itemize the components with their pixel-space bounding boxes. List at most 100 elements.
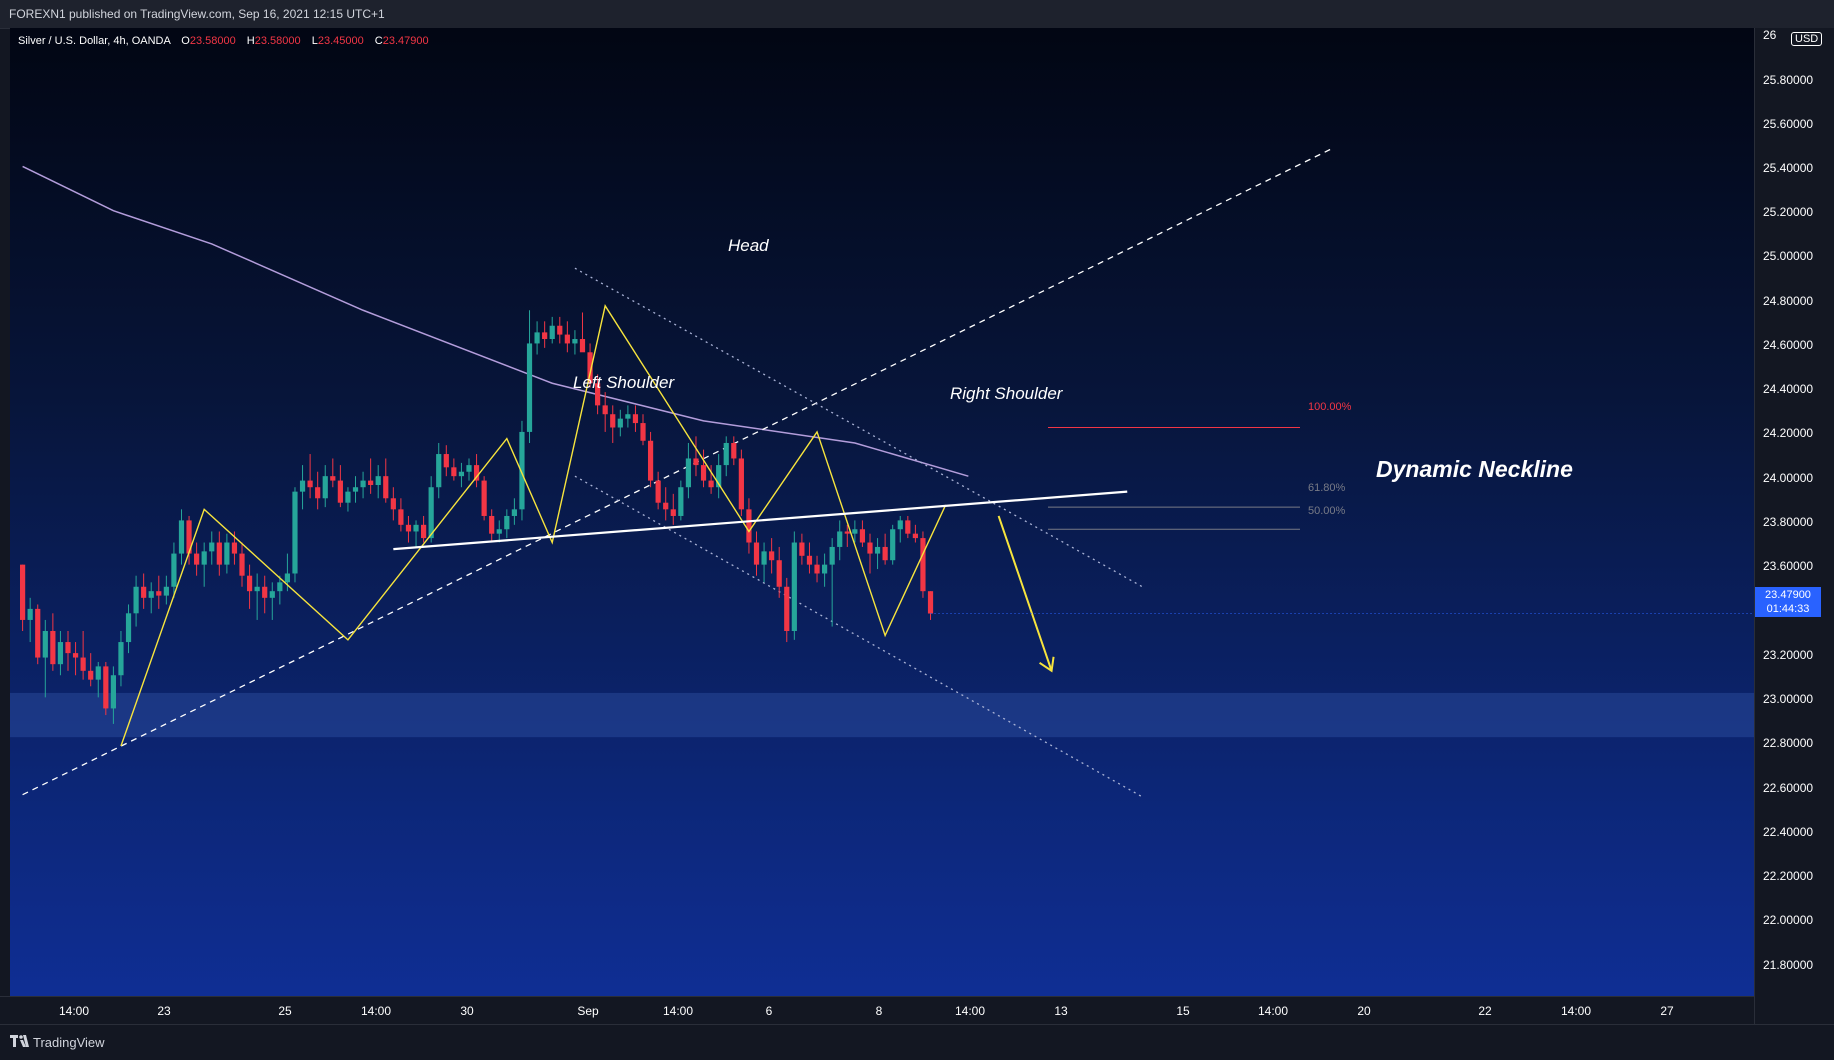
candle-body xyxy=(882,546,888,561)
open-label: O xyxy=(181,35,190,47)
tradingview-logo-icon xyxy=(10,1035,29,1047)
time-axis[interactable]: 14:00 23 25 14:00 30 Sep 14:00 6 8 14:00… xyxy=(0,996,1754,1025)
candle-body xyxy=(912,533,918,539)
candle-body xyxy=(428,487,434,539)
candle-body xyxy=(776,560,782,587)
candle-body xyxy=(27,608,33,620)
candle-body xyxy=(708,480,714,488)
candle-body xyxy=(678,487,684,516)
neckline-annotation: Dynamic Neckline xyxy=(1376,456,1573,482)
candle-body xyxy=(125,613,132,643)
candle-body xyxy=(557,325,563,335)
price-tick: 22.20000 xyxy=(1763,869,1814,883)
candle-body xyxy=(837,531,843,547)
candle-body xyxy=(579,339,586,353)
time-tick: 8 xyxy=(875,1004,883,1018)
candle-body xyxy=(299,480,306,492)
candle-body xyxy=(769,551,775,561)
candle-body xyxy=(231,542,238,554)
fib-level-50: 50.00% xyxy=(1308,505,1346,517)
candle-body xyxy=(315,487,321,499)
candle-body xyxy=(375,476,381,486)
candle-body xyxy=(791,542,797,631)
candle-body xyxy=(322,476,328,499)
time-tick: Sep xyxy=(577,1004,599,1018)
candle-body xyxy=(103,666,109,709)
candle-body xyxy=(262,586,268,598)
time-tick: 14:00 xyxy=(662,1004,694,1018)
candle-body xyxy=(57,642,64,665)
time-tick: 14:00 xyxy=(360,1004,392,1018)
projection-arrow-line xyxy=(997,515,1053,672)
candle-body xyxy=(700,465,707,481)
zigzag-pattern-line xyxy=(120,304,947,747)
candle-body xyxy=(572,339,578,344)
support-zone xyxy=(10,692,1754,738)
price-tick: 24.80000 xyxy=(1763,294,1814,308)
candle-body xyxy=(617,418,623,428)
price-tick: 23.00000 xyxy=(1763,692,1814,706)
candle-body xyxy=(784,586,790,631)
price-tick: 24.20000 xyxy=(1763,426,1814,440)
candle-body xyxy=(625,414,631,419)
candle-body xyxy=(610,414,616,428)
candle-body xyxy=(920,538,926,592)
price-tick: 24.40000 xyxy=(1763,382,1814,396)
candle-body xyxy=(564,334,570,344)
candle-body xyxy=(526,343,533,432)
candle-body xyxy=(171,553,177,587)
publisher-bar: FOREXN1 published on TradingView.com, Se… xyxy=(0,0,1834,29)
time-tick: 27 xyxy=(1660,1004,1674,1018)
head-annotation: Head xyxy=(728,236,769,255)
candle-body xyxy=(420,524,427,539)
footer-bar: TradingView xyxy=(0,1024,1834,1060)
candle-body xyxy=(254,586,260,592)
candle-body xyxy=(753,542,760,565)
candle-body xyxy=(398,509,404,525)
currency-button[interactable]: USD xyxy=(1791,32,1823,46)
time-tick: 23 xyxy=(157,1004,171,1018)
candle-body xyxy=(640,423,646,441)
candle-body xyxy=(511,509,517,516)
candle-body xyxy=(209,542,215,552)
close-value: 23.47900 xyxy=(382,35,429,47)
low-label: L xyxy=(311,35,318,47)
candle-body xyxy=(35,608,41,658)
candle-body xyxy=(542,332,548,340)
candle-body xyxy=(443,454,449,468)
ascending-trendline xyxy=(22,148,1332,796)
candle-body xyxy=(852,529,858,534)
open-value: 23.58000 xyxy=(189,35,236,47)
fib-level-100: 100.00% xyxy=(1308,401,1352,413)
price-axis[interactable]: 26 USD 25.80000 25.60000 25.40000 25.200… xyxy=(1754,28,1834,1024)
candle-body xyxy=(436,454,442,488)
symbol-legend: Silver / U.S. Dollar, 4h, OANDA O23.5800… xyxy=(18,35,429,47)
candle-body xyxy=(890,529,896,561)
candle-body xyxy=(216,542,222,565)
candle-body xyxy=(685,458,692,488)
time-tick: 14:00 xyxy=(954,1004,986,1018)
last-price-badge: 23.47900 01:44:33 xyxy=(1755,587,1821,617)
time-tick: 13 xyxy=(1054,1004,1068,1018)
candle-body xyxy=(194,553,200,565)
candle-body xyxy=(927,591,934,614)
candle-body xyxy=(723,442,729,466)
chart-canvas[interactable] xyxy=(10,28,1754,996)
candle-body xyxy=(655,480,661,503)
candle-body xyxy=(201,551,207,565)
candle-body xyxy=(859,529,866,543)
candle-body xyxy=(693,458,699,466)
price-tick: 22.60000 xyxy=(1763,781,1814,795)
chart-area[interactable]: Silver / U.S. Dollar, 4h, OANDA O23.5800… xyxy=(10,28,1754,996)
candle-body xyxy=(534,332,540,344)
descending-channel-lower xyxy=(574,475,1143,798)
candle-body xyxy=(670,509,676,516)
candle-body xyxy=(587,352,593,384)
candle-body xyxy=(489,515,495,534)
candle-body xyxy=(799,542,805,556)
price-tick: 24.00000 xyxy=(1763,471,1814,485)
candle-body xyxy=(50,631,56,665)
candle-body xyxy=(632,414,639,424)
candle-body xyxy=(519,431,525,510)
right-shoulder-annotation: Right Shoulder xyxy=(950,384,1063,403)
